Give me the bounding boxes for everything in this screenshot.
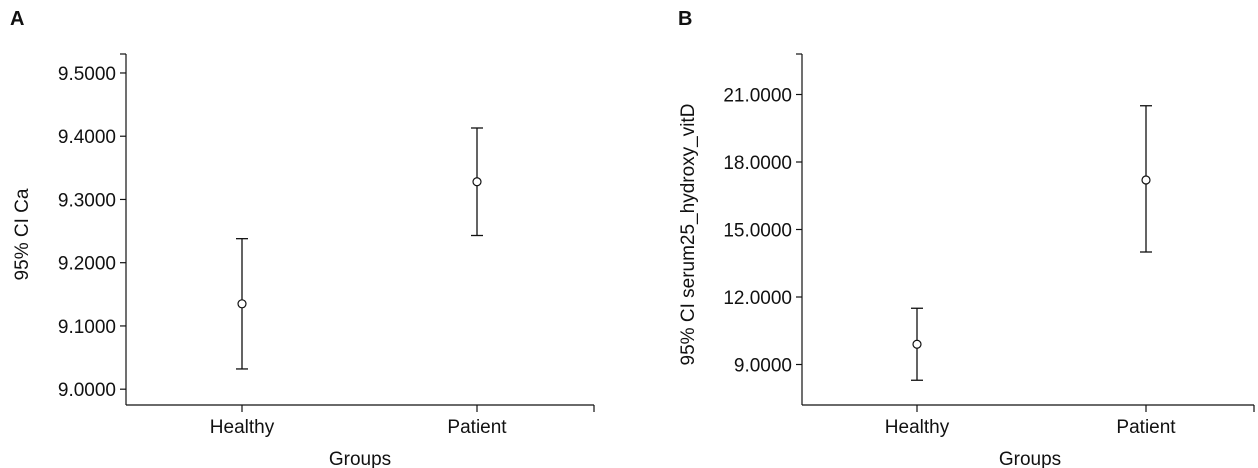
panel-a-patient-mean-point: [472, 177, 482, 187]
panel-b-y-tick-label: 9.0000: [734, 356, 792, 377]
panel-a-y-axis-label: 95% CI Ca: [12, 188, 33, 280]
panel-a-x-tick-label: Patient: [447, 417, 507, 438]
panel-b-x-tick-label: Patient: [1116, 417, 1176, 438]
panel-b-healthy-mean-point: [912, 339, 922, 349]
panel-a-x-axis-label: Groups: [329, 449, 391, 468]
panel-b-y-tick-label: 21.0000: [723, 86, 792, 107]
panel-b-x-tick-label: Healthy: [885, 417, 950, 438]
panel-letter-b: B: [678, 8, 693, 30]
panel-b-patient-mean-point: [1141, 175, 1151, 185]
panel-letter-a: A: [10, 8, 25, 30]
panel-b-y-tick-label: 18.0000: [723, 153, 792, 174]
panel-a-y-tick-label: 9.4000: [58, 127, 116, 148]
panel-a-x-tick-label: Healthy: [210, 417, 275, 438]
panel-a-y-tick-label: 9.5000: [58, 64, 116, 85]
panel-a-y-tick-label: 9.3000: [58, 190, 116, 211]
panel-a-y-tick-label: 9.1000: [58, 317, 116, 338]
panel-a-y-tick-label: 9.0000: [58, 380, 116, 401]
panel-b-x-axis-label: Groups: [999, 449, 1061, 468]
panel-a-y-tick-label: 9.2000: [58, 254, 116, 275]
panel-a-healthy-mean-point: [237, 299, 247, 309]
panel-b-y-tick-label: 15.0000: [723, 221, 792, 242]
panel-b-y-axis-label: 95% CI serum25_hydroxy_vitD: [678, 104, 699, 366]
panel-b-y-tick-label: 12.0000: [723, 288, 792, 309]
